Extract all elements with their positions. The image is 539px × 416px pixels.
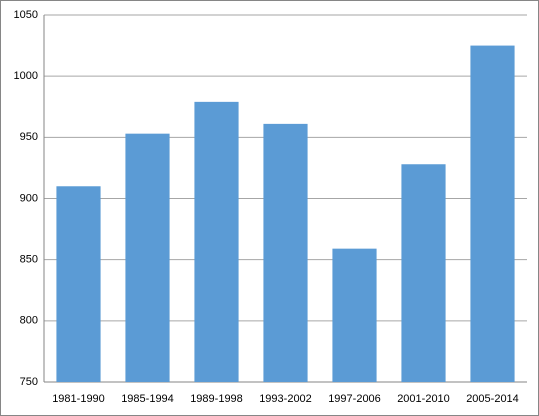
- y-tick-label: 1000: [14, 70, 38, 82]
- bar: [332, 248, 377, 382]
- bar: [194, 101, 239, 383]
- x-tick-label: 2001-2010: [397, 393, 450, 405]
- x-tick-label: 1997-2006: [328, 393, 381, 405]
- y-tick-label: 800: [20, 315, 38, 327]
- y-tick-label: 900: [20, 192, 38, 204]
- bar: [401, 164, 446, 382]
- x-tick-label: 1993-2002: [259, 393, 312, 405]
- bar: [125, 133, 170, 382]
- x-tick-label: 1981-1990: [52, 393, 105, 405]
- bar: [56, 186, 101, 382]
- bar: [263, 123, 308, 383]
- x-tick-label: 1985-1994: [121, 393, 174, 405]
- y-tick-label: 850: [20, 254, 38, 266]
- y-tick-label: 750: [20, 376, 38, 388]
- x-tick-label: 1989-1998: [190, 393, 243, 405]
- bar: [470, 45, 515, 382]
- x-tick-label: 2005-2014: [466, 393, 519, 405]
- y-tick-label: 1050: [14, 9, 38, 21]
- y-tick-label: 950: [20, 131, 38, 143]
